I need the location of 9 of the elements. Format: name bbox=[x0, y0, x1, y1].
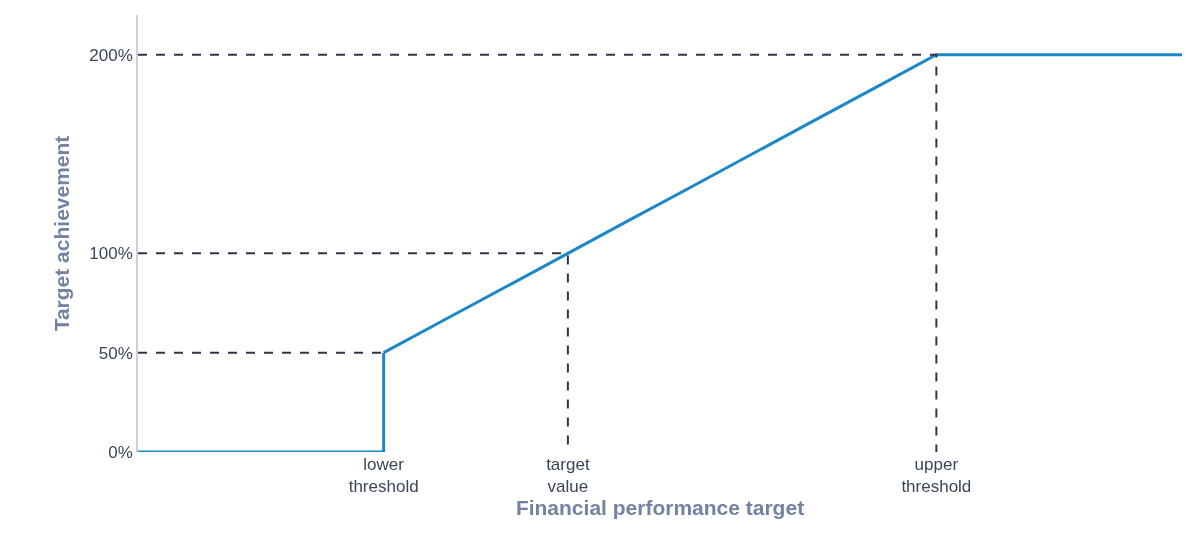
y-tick-label: 100% bbox=[89, 244, 133, 264]
y-axis-title: Target achievement bbox=[50, 135, 74, 332]
x-tick-label: lower threshold bbox=[348, 455, 419, 497]
x-tick-label: upper threshold bbox=[901, 455, 972, 497]
x-tick-label: target value bbox=[546, 455, 590, 497]
y-tick-label: 200% bbox=[89, 45, 133, 65]
x-axis-title: Financial performance target bbox=[515, 496, 805, 520]
y-tick-label: 0% bbox=[108, 442, 133, 462]
y-tick-label: 50% bbox=[98, 343, 133, 363]
